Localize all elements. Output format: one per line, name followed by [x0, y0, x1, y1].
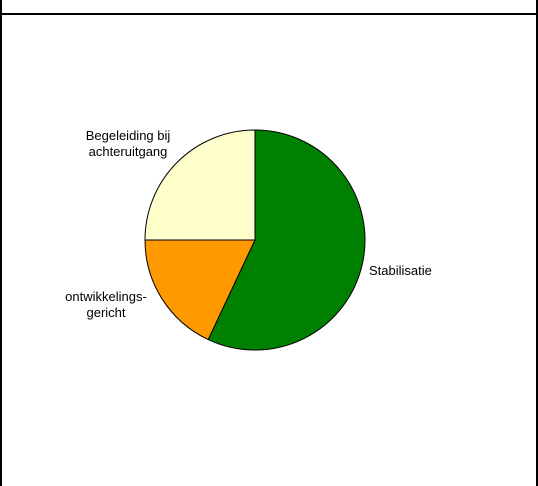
pie-slices	[144, 129, 366, 351]
slice-label-line: Begeleiding bij	[86, 128, 171, 143]
pie-labels: Stabilisatie ontwikkelings-gericht Begelei…	[65, 128, 432, 320]
pie-slice-stabilisatie	[207, 129, 366, 351]
pie-slice-begeleiding-bij-achteruitgang	[144, 129, 256, 241]
slice-label-line: gericht	[86, 305, 125, 320]
slice-label-ontwikkelings-gericht: ontwikkelings-gericht	[65, 289, 147, 320]
slice-label-stabilisatie: Stabilisatie	[369, 263, 432, 278]
slice-label-line: ontwikkelings-	[65, 289, 147, 304]
slice-label-line: achteruitgang	[89, 144, 168, 159]
slice-label-begeleiding-bij-achteruitgang: Begeleiding bij achteruitgang	[86, 128, 171, 159]
pie-slice-ontwikkelings-gericht	[144, 239, 256, 341]
slice-label-line: Stabilisatie	[369, 263, 432, 278]
